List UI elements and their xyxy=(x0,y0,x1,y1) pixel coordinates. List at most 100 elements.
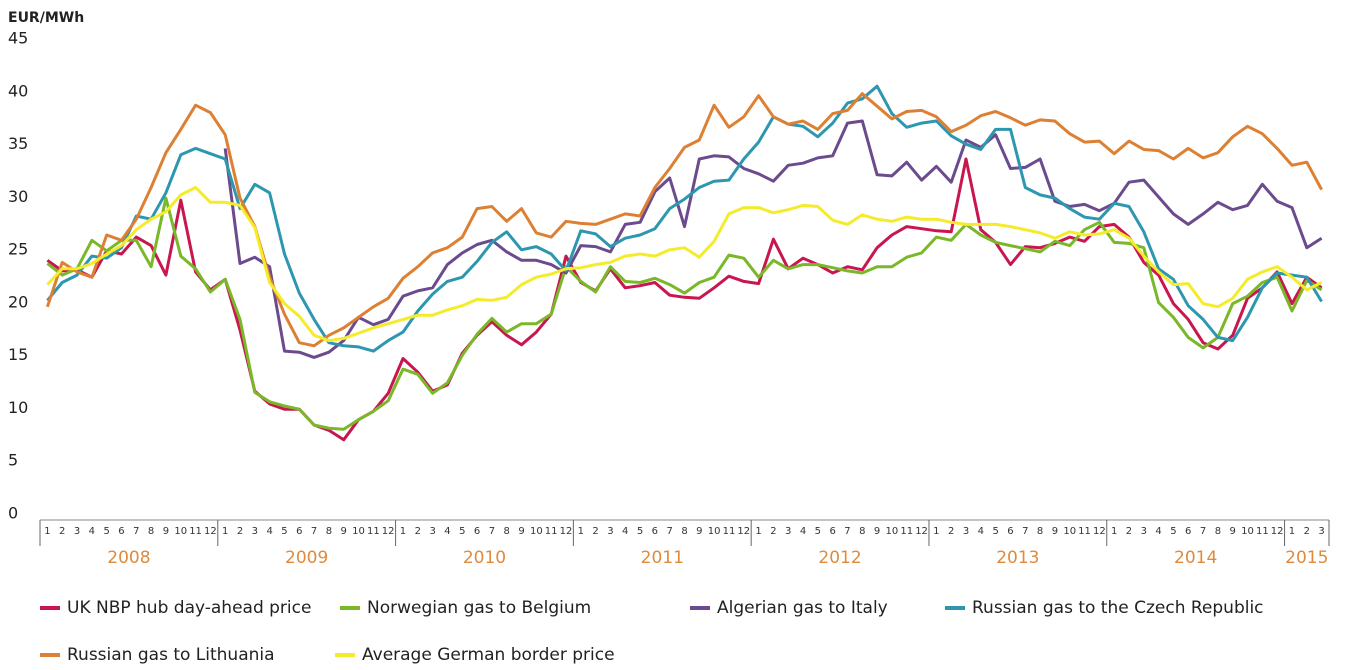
series-line xyxy=(46,186,1323,343)
x-tick-label: 5 xyxy=(459,526,465,537)
x-tick-label: 10 xyxy=(1241,526,1254,537)
x-tick-label: 1 xyxy=(44,526,50,537)
x-tick-label: 5 xyxy=(281,526,287,537)
x-tick-label: 3 xyxy=(785,526,791,537)
x-tick-label: 7 xyxy=(133,526,139,537)
y-tick-label: 45 xyxy=(8,29,28,48)
x-tick-label: 2 xyxy=(1126,526,1132,537)
year-label: 2013 xyxy=(996,548,1039,568)
x-tick-label: 2 xyxy=(1304,526,1310,537)
x-tick-label: 10 xyxy=(708,526,721,537)
x-tick-label: 11 xyxy=(723,526,736,537)
x-tick-label: 8 xyxy=(859,526,865,537)
legend-label: Russian gas to Lithuania xyxy=(67,645,275,665)
x-tick-label: 11 xyxy=(367,526,380,537)
year-label: 2010 xyxy=(463,548,506,568)
x-tick-label: 9 xyxy=(163,526,169,537)
x-tick-label: 2 xyxy=(770,526,776,537)
x-tick-label: 3 xyxy=(429,526,435,537)
x-tick-label: 4 xyxy=(89,526,95,537)
x-tick-label: 10 xyxy=(1063,526,1076,537)
x-tick-label: 2 xyxy=(59,526,65,537)
legend-label: Average German border price xyxy=(362,645,615,665)
y-tick-label: 20 xyxy=(8,292,28,311)
legend-label: Russian gas to the Czech Republic xyxy=(972,598,1264,618)
x-tick-label: 7 xyxy=(311,526,317,537)
x-tick-label: 10 xyxy=(530,526,543,537)
x-tick-label: 4 xyxy=(800,526,806,537)
x-tick-label: 2 xyxy=(948,526,954,537)
y-tick-label: 35 xyxy=(8,134,28,153)
x-tick-label: 7 xyxy=(666,526,672,537)
x-tick-label: 1 xyxy=(1111,526,1117,537)
x-tick-label: 11 xyxy=(545,526,558,537)
x-tick-label: 9 xyxy=(1230,526,1236,537)
year-label: 2014 xyxy=(1174,548,1217,568)
legend-label: Algerian gas to Italy xyxy=(717,598,888,618)
x-tick-label: 2 xyxy=(415,526,421,537)
x-tick-label: 6 xyxy=(474,526,480,537)
y-tick-label: 10 xyxy=(8,398,28,417)
x-tick-label: 6 xyxy=(829,526,835,537)
x-tick-label: 9 xyxy=(1052,526,1058,537)
x-tick-label: 12 xyxy=(204,526,217,537)
x-tick-label: 3 xyxy=(1318,526,1324,537)
y-tick-label: 40 xyxy=(8,81,28,100)
x-tick-label: 12 xyxy=(382,526,395,537)
year-label: 2015 xyxy=(1285,548,1328,568)
year-label: 2009 xyxy=(285,548,328,568)
y-tick-label: 30 xyxy=(8,187,28,206)
x-tick-label: 1 xyxy=(755,526,761,537)
x-tick-label: 3 xyxy=(1141,526,1147,537)
x-tick-label: 6 xyxy=(1185,526,1191,537)
x-tick-label: 7 xyxy=(1200,526,1206,537)
legend-label: Norwegian gas to Belgium xyxy=(367,598,591,618)
x-tick-label: 11 xyxy=(1078,526,1091,537)
x-tick-label: 4 xyxy=(978,526,984,537)
x-tick-label: 4 xyxy=(444,526,450,537)
x-tick-label: 4 xyxy=(622,526,628,537)
x-tick-label: 2 xyxy=(237,526,243,537)
x-tick-label: 3 xyxy=(607,526,613,537)
x-tick-label: 6 xyxy=(652,526,658,537)
x-tick-label: 10 xyxy=(352,526,365,537)
x-tick-label: 7 xyxy=(1022,526,1028,537)
x-tick-label: 11 xyxy=(1256,526,1269,537)
x-tick-label: 1 xyxy=(1289,526,1295,537)
x-tick-label: 12 xyxy=(1093,526,1106,537)
legend-label: UK NBP hub day-ahead price xyxy=(67,598,311,618)
y-tick-label: 15 xyxy=(8,345,28,364)
y-tick-label: 25 xyxy=(8,240,28,259)
x-tick-label: 5 xyxy=(103,526,109,537)
x-tick-label: 10 xyxy=(174,526,187,537)
year-label: 2008 xyxy=(107,548,150,568)
y-tick-label: 5 xyxy=(8,451,18,470)
x-tick-label: 1 xyxy=(933,526,939,537)
x-tick-label: 8 xyxy=(326,526,332,537)
x-tick-label: 5 xyxy=(637,526,643,537)
x-tick-label: 4 xyxy=(1155,526,1161,537)
y-axis-label: EUR/MWh xyxy=(8,10,84,26)
x-tick-label: 1 xyxy=(578,526,584,537)
x-tick-label: 8 xyxy=(1037,526,1043,537)
x-tick-label: 12 xyxy=(915,526,928,537)
x-tick-label: 9 xyxy=(696,526,702,537)
series-line xyxy=(46,196,1323,431)
x-tick-label: 5 xyxy=(992,526,998,537)
x-tick-label: 10 xyxy=(886,526,899,537)
x-tick-label: 4 xyxy=(266,526,272,537)
x-tick-label: 11 xyxy=(189,526,202,537)
x-tick-label: 12 xyxy=(1271,526,1284,537)
x-tick-label: 8 xyxy=(148,526,154,537)
x-tick-label: 6 xyxy=(1007,526,1013,537)
x-tick-label: 8 xyxy=(1215,526,1221,537)
y-tick-label: 0 xyxy=(8,504,18,523)
x-tick-label: 5 xyxy=(1170,526,1176,537)
x-tick-label: 7 xyxy=(844,526,850,537)
x-tick-label: 3 xyxy=(963,526,969,537)
x-tick-label: 1 xyxy=(400,526,406,537)
year-label: 2012 xyxy=(818,548,861,568)
x-tick-label: 5 xyxy=(815,526,821,537)
series-line xyxy=(46,84,1323,353)
